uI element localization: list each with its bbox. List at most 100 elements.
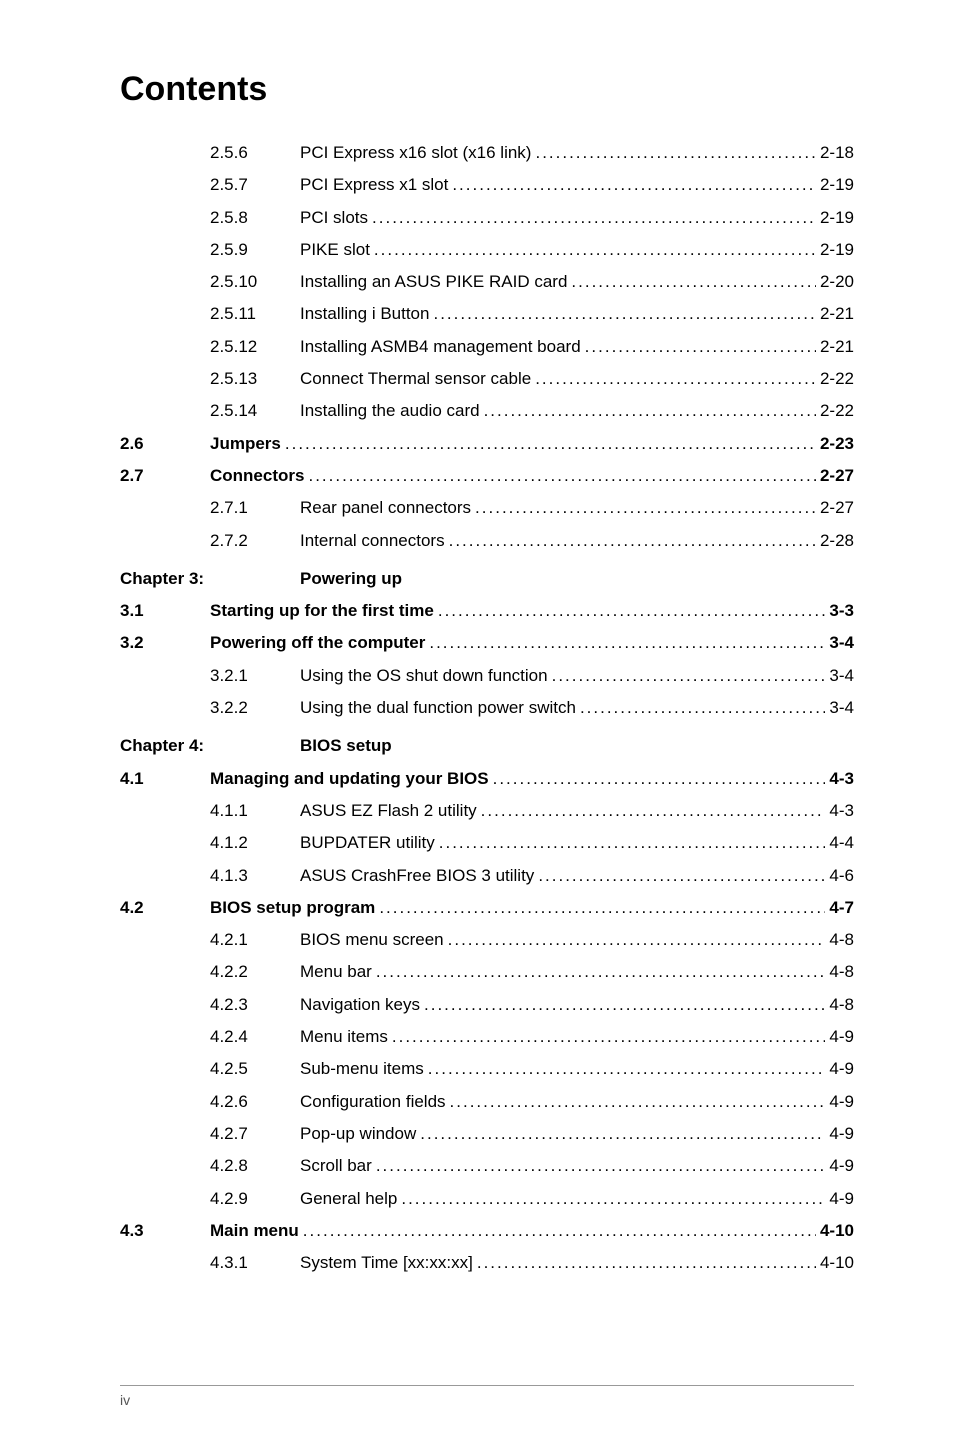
toc-list: 2.5.6PCI Express x16 slot (x16 link)2-18… — [120, 137, 854, 1279]
entry-label: Menu bar — [300, 956, 372, 988]
toc-entry: 3.1Starting up for the first time3-3 — [120, 595, 854, 627]
toc-entry: 2.5.12Installing ASMB4 management board2… — [120, 331, 854, 363]
dot-leader — [428, 1053, 826, 1085]
entry-page: 4-10 — [820, 1247, 854, 1279]
dot-leader — [450, 1086, 826, 1118]
entry-page: 2-28 — [820, 525, 854, 557]
entry-label: Installing an ASUS PIKE RAID card — [300, 266, 567, 298]
entry-page: 4-9 — [829, 1021, 854, 1053]
dot-leader — [308, 460, 816, 492]
entry-label: PIKE slot — [300, 234, 370, 266]
entry-page: 3-4 — [829, 660, 854, 692]
dot-leader — [433, 298, 816, 330]
entry-page: 2-21 — [820, 331, 854, 363]
entry-page: 2-22 — [820, 363, 854, 395]
entry-label: ASUS EZ Flash 2 utility — [300, 795, 477, 827]
subsection-number: 4.1.1 — [210, 795, 300, 827]
entry-label: BIOS menu screen — [300, 924, 444, 956]
entry-label: BIOS setup program — [210, 892, 375, 924]
subsection-number: 4.1.2 — [210, 827, 300, 859]
entry-page: 2-19 — [820, 169, 854, 201]
toc-entry: 4.1.1ASUS EZ Flash 2 utility4-3 — [120, 795, 854, 827]
entry-label: Managing and updating your BIOS — [210, 763, 489, 795]
toc-entry: 3.2.2Using the dual function power switc… — [120, 692, 854, 724]
entry-page: 4-9 — [829, 1150, 854, 1182]
subsection-number: 2.5.9 — [210, 234, 300, 266]
subsection-number: 4.2.6 — [210, 1086, 300, 1118]
toc-entry: 2.5.6PCI Express x16 slot (x16 link)2-18 — [120, 137, 854, 169]
chapter-title: BIOS setup — [300, 730, 392, 762]
dot-leader — [535, 363, 816, 395]
dot-leader — [475, 492, 816, 524]
entry-page: 4-8 — [829, 924, 854, 956]
entry-label: PCI slots — [300, 202, 368, 234]
entry-label: PCI Express x1 slot — [300, 169, 448, 201]
toc-entry: 4.2.7Pop-up window4-9 — [120, 1118, 854, 1150]
toc-entry: 4.2.3Navigation keys4-8 — [120, 989, 854, 1021]
section-number: 4.2 — [120, 892, 210, 924]
dot-leader — [484, 395, 816, 427]
chapter-number: Chapter 4: — [120, 730, 300, 762]
subsection-number: 4.2.8 — [210, 1150, 300, 1182]
section-number: 2.7 — [120, 460, 210, 492]
toc-entry: 4.1Managing and updating your BIOS4-3 — [120, 763, 854, 795]
dot-leader — [449, 525, 816, 557]
entry-page: 3-3 — [829, 595, 854, 627]
subsection-number: 4.2.1 — [210, 924, 300, 956]
dot-leader — [374, 234, 816, 266]
dot-leader — [535, 137, 816, 169]
subsection-number: 4.2.7 — [210, 1118, 300, 1150]
dot-leader — [493, 763, 826, 795]
dot-leader — [477, 1247, 816, 1279]
toc-entry: 3.2.1Using the OS shut down function3-4 — [120, 660, 854, 692]
toc-entry: 4.2.5Sub-menu items4-9 — [120, 1053, 854, 1085]
toc-entry: 4.2.9General help4-9 — [120, 1183, 854, 1215]
entry-label: Sub-menu items — [300, 1053, 424, 1085]
footer-rule — [120, 1385, 854, 1386]
toc-entry: 4.2.4Menu items4-9 — [120, 1021, 854, 1053]
subsection-number: 2.5.7 — [210, 169, 300, 201]
entry-page: 4-7 — [829, 892, 854, 924]
subsection-number: 2.7.1 — [210, 492, 300, 524]
section-number: 3.2 — [120, 627, 210, 659]
dot-leader — [372, 202, 816, 234]
subsection-number: 4.3.1 — [210, 1247, 300, 1279]
toc-entry: 3.2Powering off the computer3-4 — [120, 627, 854, 659]
entry-label: Navigation keys — [300, 989, 420, 1021]
entry-label: PCI Express x16 slot (x16 link) — [300, 137, 531, 169]
toc-entry: 2.5.14Installing the audio card2-22 — [120, 395, 854, 427]
entry-label: Pop-up window — [300, 1118, 416, 1150]
subsection-number: 2.5.13 — [210, 363, 300, 395]
dot-leader — [401, 1183, 825, 1215]
dot-leader — [376, 1150, 826, 1182]
entry-label: Connectors — [210, 460, 304, 492]
subsection-number: 4.1.3 — [210, 860, 300, 892]
chapter-number: Chapter 3: — [120, 563, 300, 595]
toc-entry: 4.2BIOS setup program 4-7 — [120, 892, 854, 924]
section-number: 4.3 — [120, 1215, 210, 1247]
entry-page: 2-19 — [820, 234, 854, 266]
dot-leader — [379, 892, 825, 924]
toc-entry: 2.5.10Installing an ASUS PIKE RAID card2… — [120, 266, 854, 298]
entry-label: Jumpers — [210, 428, 281, 460]
toc-entry: 2.5.9PIKE slot 2-19 — [120, 234, 854, 266]
entry-page: 2-27 — [820, 460, 854, 492]
toc-entry: 2.7.2Internal connectors2-28 — [120, 525, 854, 557]
toc-entry: 4.1.2BUPDATER utility4-4 — [120, 827, 854, 859]
toc-entry: 4.1.3ASUS CrashFree BIOS 3 utility4-6 — [120, 860, 854, 892]
chapter-heading: Chapter 3:Powering up — [120, 563, 854, 595]
dot-leader — [439, 827, 826, 859]
entry-label: Rear panel connectors — [300, 492, 471, 524]
subsection-number: 2.5.10 — [210, 266, 300, 298]
entry-label: BUPDATER utility — [300, 827, 435, 859]
entry-label: Installing ASMB4 management board — [300, 331, 581, 363]
toc-entry: 2.5.13Connect Thermal sensor cable2-22 — [120, 363, 854, 395]
chapter-heading: Chapter 4:BIOS setup — [120, 730, 854, 762]
entry-label: Powering off the computer — [210, 627, 425, 659]
entry-page: 4-9 — [829, 1183, 854, 1215]
section-number: 3.1 — [120, 595, 210, 627]
subsection-number: 2.5.8 — [210, 202, 300, 234]
dot-leader — [552, 660, 826, 692]
toc-entry: 2.6Jumpers2-23 — [120, 428, 854, 460]
dot-leader — [481, 795, 826, 827]
